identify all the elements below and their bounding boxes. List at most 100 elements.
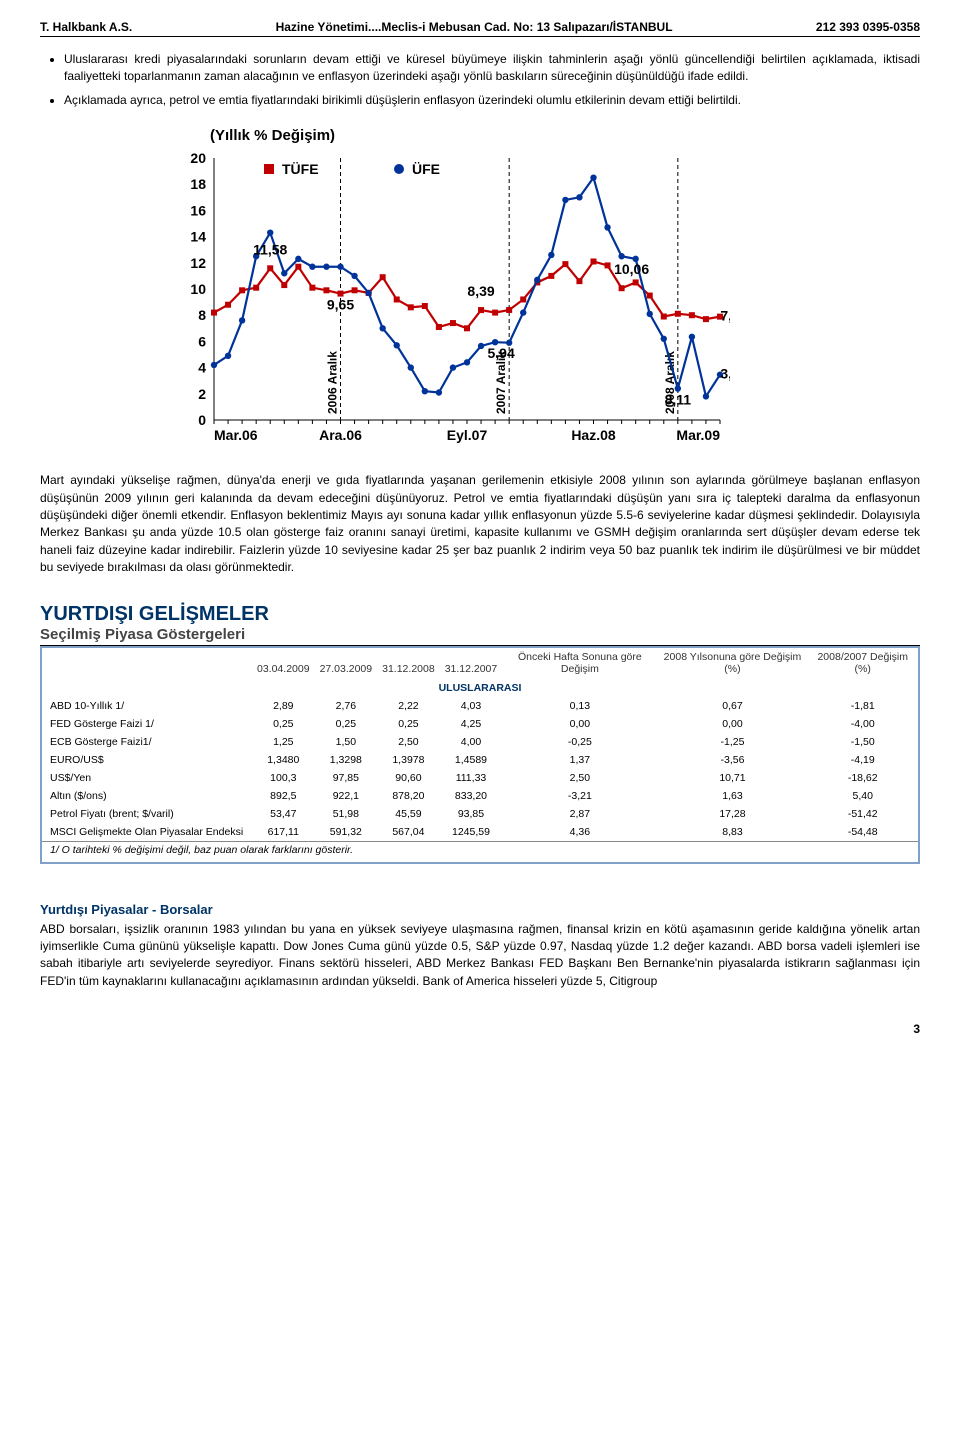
section-heading: YURTDIŞI GELİŞMELER: [40, 603, 920, 626]
header-left: T. Halkbank A.S.: [40, 20, 132, 34]
table-cell: 0,00: [502, 715, 657, 733]
svg-text:8,39: 8,39: [467, 283, 494, 299]
table-row: FED Gösterge Faizi 1/0,250,250,254,250,0…: [42, 715, 918, 733]
table-cell: -1,25: [657, 733, 807, 751]
svg-text:12: 12: [190, 255, 206, 271]
svg-text:11,58: 11,58: [253, 241, 287, 257]
table-cell: 0,25: [377, 715, 440, 733]
table-cell: -3,56: [657, 751, 807, 769]
table-cell: 1,37: [502, 751, 657, 769]
table-footnote: 1/ O tarihteki % değişimi değil, baz pua…: [42, 841, 918, 862]
table-cell: 567,04: [377, 823, 440, 841]
table-cell: Petrol Fiyatı (brent; $/varil): [42, 805, 252, 823]
table-cell: US$/Yen: [42, 769, 252, 787]
table-cell: 8,83: [657, 823, 807, 841]
table-cell: 2,50: [377, 733, 440, 751]
markets-paragraph: ABD borsaları, işsizlik oranının 1983 yı…: [40, 921, 920, 991]
table-cell: 1,3480: [252, 751, 315, 769]
table-cell: 1,63: [657, 787, 807, 805]
table-cell: FED Gösterge Faizi 1/: [42, 715, 252, 733]
table-cell: -51,42: [807, 805, 918, 823]
table-cell: 1,50: [315, 733, 378, 751]
table-cell: 0,25: [252, 715, 315, 733]
table-cell: -4,00: [807, 715, 918, 733]
table-cell: ECB Gösterge Faizi1/: [42, 733, 252, 751]
table-row: EURO/US$1,34801,32981,39781,45891,37-3,5…: [42, 751, 918, 769]
table-cell: 1,3298: [315, 751, 378, 769]
bullet-list: Uluslararası kredi piyasalarındaki sorun…: [64, 51, 920, 109]
subsection-heading: Yurtdışı Piyasalar - Borsalar: [40, 902, 920, 917]
svg-text:3,46: 3,46: [720, 366, 730, 382]
chart-svg: 02468101214161820Mar.06Ara.06Eyl.07Haz.0…: [170, 148, 730, 448]
table-cell: 10,71: [657, 769, 807, 787]
svg-text:5,94: 5,94: [487, 345, 514, 361]
svg-text:4: 4: [198, 360, 206, 376]
svg-text:9,65: 9,65: [327, 297, 354, 313]
page-number: 3: [40, 1022, 920, 1036]
table-row: US$/Yen100,397,8590,60111,332,5010,71-18…: [42, 769, 918, 787]
table-cell: 878,20: [377, 787, 440, 805]
svg-text:Mar.09: Mar.09: [676, 427, 720, 443]
table-group-label: ULUSLARARASI: [42, 679, 918, 697]
table-cell: -54,48: [807, 823, 918, 841]
table-cell: 922,1: [315, 787, 378, 805]
table-cell: 5,40: [807, 787, 918, 805]
svg-text:ÜFE: ÜFE: [412, 161, 440, 177]
svg-text:Mar.06: Mar.06: [214, 427, 258, 443]
svg-text:2: 2: [198, 386, 206, 402]
svg-text:8,11: 8,11: [665, 392, 692, 408]
table-cell: 0,13: [502, 697, 657, 715]
table-header: 27.03.2009: [315, 648, 378, 679]
market-table-box: 03.04.200927.03.200931.12.200831.12.2007…: [40, 646, 920, 864]
table-cell: 2,76: [315, 697, 378, 715]
svg-text:Haz.08: Haz.08: [571, 427, 616, 443]
table-row: ECB Gösterge Faizi1/1,251,502,504,00-0,2…: [42, 733, 918, 751]
inflation-chart: (Yıllık % Değişim) 02468101214161820Mar.…: [170, 127, 790, 448]
table-header: 2008/2007 Değişim (%): [807, 648, 918, 679]
table-header: [42, 648, 252, 679]
svg-text:18: 18: [190, 176, 206, 192]
table-cell: 1,25: [252, 733, 315, 751]
table-cell: 51,98: [315, 805, 378, 823]
table-cell: 833,20: [440, 787, 503, 805]
table-cell: 45,59: [377, 805, 440, 823]
table-cell: 4,25: [440, 715, 503, 733]
analysis-paragraph: Mart ayındaki yükselişe rağmen, dünya'da…: [40, 472, 920, 576]
table-row: ABD 10-Yıllık 1/2,892,762,224,030,130,67…: [42, 697, 918, 715]
svg-text:2006 Aralık: 2006 Aralık: [326, 351, 340, 414]
table-header: Önceki Hafta Sonuna göre Değişim: [502, 648, 657, 679]
table-cell: EURO/US$: [42, 751, 252, 769]
table-header: 03.04.2009: [252, 648, 315, 679]
table-cell: 1,4589: [440, 751, 503, 769]
table-cell: 2,89: [252, 697, 315, 715]
svg-text:7,89: 7,89: [720, 308, 730, 324]
table-cell: ABD 10-Yıllık 1/: [42, 697, 252, 715]
bullet-item: Uluslararası kredi piyasalarındaki sorun…: [64, 51, 920, 86]
table-cell: -1,81: [807, 697, 918, 715]
table-header: 2008 Yılsonuna göre Değişim (%): [657, 648, 807, 679]
svg-text:20: 20: [190, 150, 206, 166]
svg-text:6: 6: [198, 334, 206, 350]
svg-text:10,06: 10,06: [614, 261, 649, 277]
table-cell: 100,3: [252, 769, 315, 787]
section-subtitle: Seçilmiş Piyasa Göstergeleri: [40, 626, 920, 646]
page-header: T. Halkbank A.S. Hazine Yönetimi....Mecl…: [40, 20, 920, 37]
table-header: 31.12.2007: [440, 648, 503, 679]
table-cell: 53,47: [252, 805, 315, 823]
table-row: MSCI Gelişmekte Olan Piyasalar Endeksi61…: [42, 823, 918, 841]
table-cell: 17,28: [657, 805, 807, 823]
table-cell: 617,11: [252, 823, 315, 841]
table-cell: 93,85: [440, 805, 503, 823]
table-row: Altın ($/ons)892,5922,1878,20833,20-3,21…: [42, 787, 918, 805]
table-cell: 2,87: [502, 805, 657, 823]
market-table: 03.04.200927.03.200931.12.200831.12.2007…: [42, 648, 918, 841]
table-cell: 591,32: [315, 823, 378, 841]
table-cell: 111,33: [440, 769, 503, 787]
table-cell: -4,19: [807, 751, 918, 769]
table-cell: 1,3978: [377, 751, 440, 769]
chart-title: (Yıllık % Değişim): [170, 127, 790, 144]
table-cell: 0,00: [657, 715, 807, 733]
svg-text:Eyl.07: Eyl.07: [447, 427, 488, 443]
table-cell: 0,67: [657, 697, 807, 715]
table-cell: -1,50: [807, 733, 918, 751]
